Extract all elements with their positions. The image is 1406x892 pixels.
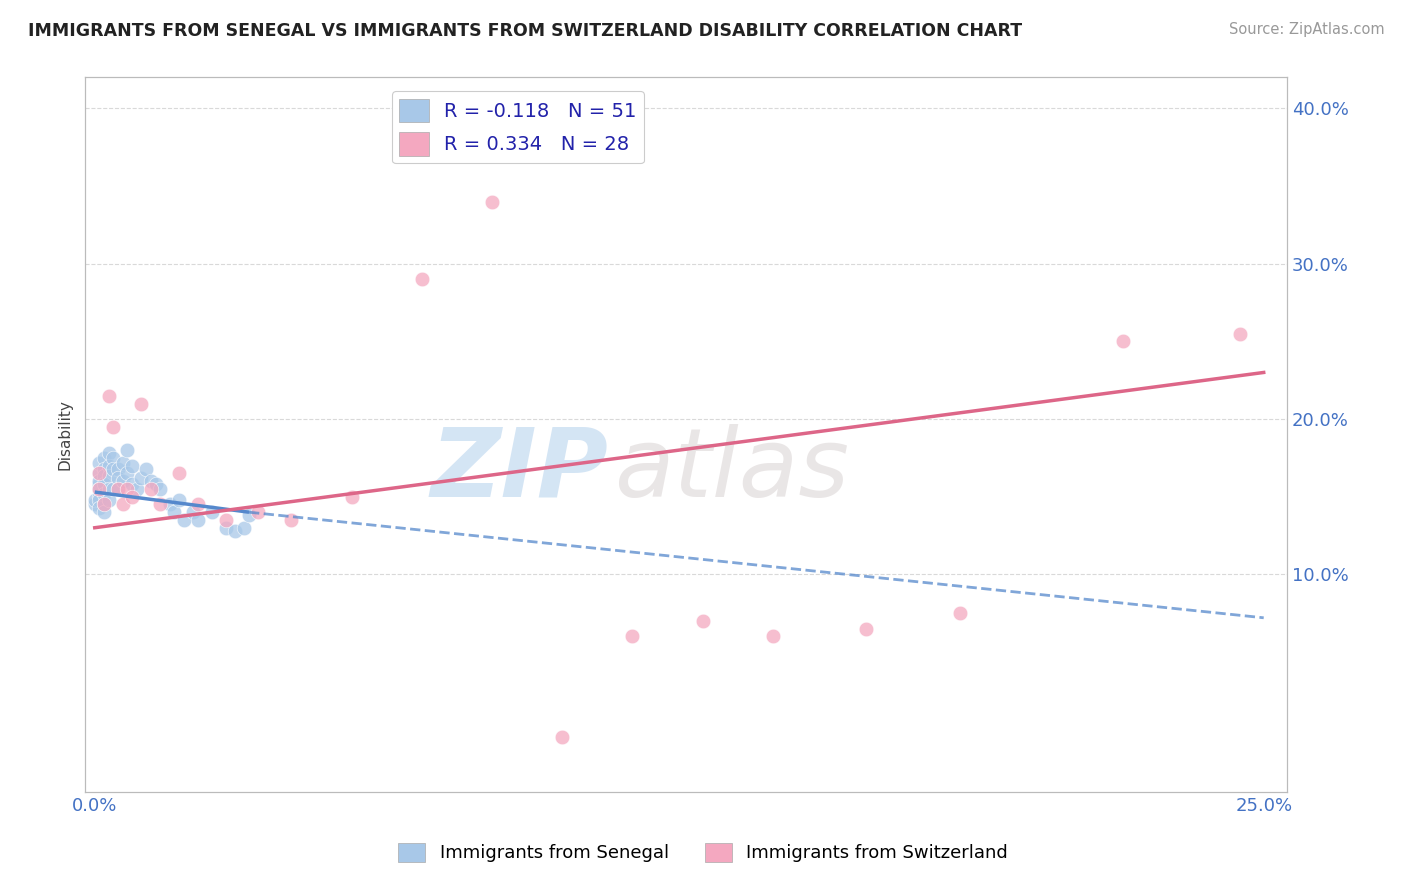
Point — [103, 450, 125, 465]
Point — [89, 467, 111, 481]
Point — [107, 482, 129, 496]
Legend: Immigrants from Senegal, Immigrants from Switzerland: Immigrants from Senegal, Immigrants from… — [391, 836, 1015, 870]
Point — [201, 505, 224, 519]
Point — [97, 482, 120, 496]
Text: Source: ZipAtlas.com: Source: ZipAtlas.com — [1229, 22, 1385, 37]
Point — [103, 461, 125, 475]
Point — [107, 482, 129, 496]
Point — [173, 513, 195, 527]
Point — [149, 498, 172, 512]
Point — [181, 505, 204, 519]
Point — [93, 498, 115, 512]
Point — [89, 492, 111, 507]
Point — [93, 486, 115, 500]
Point — [280, 513, 302, 527]
Point — [238, 508, 260, 523]
Point — [167, 492, 190, 507]
Point — [233, 521, 256, 535]
Text: atlas: atlas — [614, 424, 849, 516]
Point — [117, 467, 139, 481]
Point — [89, 474, 111, 488]
Point — [167, 467, 190, 481]
Point — [111, 456, 134, 470]
Point — [97, 458, 120, 473]
Point — [93, 505, 115, 519]
Point — [131, 396, 153, 410]
Point — [107, 461, 129, 475]
Point — [214, 513, 236, 527]
Point — [93, 469, 115, 483]
Point — [762, 629, 785, 643]
Point — [93, 450, 115, 465]
Point — [214, 521, 236, 535]
Point — [117, 443, 139, 458]
Point — [103, 419, 125, 434]
Point — [83, 498, 105, 512]
Point — [97, 389, 120, 403]
Point — [97, 446, 120, 460]
Point — [1112, 334, 1135, 349]
Point — [117, 482, 139, 496]
Point — [163, 505, 186, 519]
Point — [89, 490, 111, 504]
Point — [89, 467, 111, 481]
Point — [103, 482, 125, 496]
Point — [89, 477, 111, 491]
Point — [139, 482, 162, 496]
Point — [97, 492, 120, 507]
Point — [125, 482, 148, 496]
Point — [159, 498, 181, 512]
Point — [551, 731, 574, 745]
Point — [692, 614, 714, 628]
Point — [93, 461, 115, 475]
Point — [149, 482, 172, 496]
Point — [93, 498, 115, 512]
Point — [145, 477, 167, 491]
Point — [135, 461, 157, 475]
Point — [621, 629, 644, 643]
Point — [121, 490, 143, 504]
Point — [949, 606, 972, 620]
Y-axis label: Disability: Disability — [58, 399, 72, 470]
Point — [97, 469, 120, 483]
Point — [111, 474, 134, 488]
Point — [121, 458, 143, 473]
Point — [481, 194, 503, 209]
Point — [340, 490, 363, 504]
Point — [247, 505, 270, 519]
Point — [187, 513, 209, 527]
Point — [89, 482, 111, 496]
Point — [93, 477, 115, 491]
Point — [121, 477, 143, 491]
Text: ZIP: ZIP — [430, 424, 609, 516]
Point — [111, 498, 134, 512]
Point — [1229, 326, 1251, 341]
Point — [411, 272, 433, 286]
Point — [131, 471, 153, 485]
Point — [187, 498, 209, 512]
Point — [139, 474, 162, 488]
Point — [855, 622, 877, 636]
Point — [83, 492, 105, 507]
Legend: R = -0.118   N = 51, R = 0.334   N = 28: R = -0.118 N = 51, R = 0.334 N = 28 — [392, 91, 644, 163]
Point — [89, 500, 111, 515]
Point — [107, 471, 129, 485]
Text: IMMIGRANTS FROM SENEGAL VS IMMIGRANTS FROM SWITZERLAND DISABILITY CORRELATION CH: IMMIGRANTS FROM SENEGAL VS IMMIGRANTS FR… — [28, 22, 1022, 40]
Point — [89, 456, 111, 470]
Point — [89, 482, 111, 496]
Point — [224, 524, 246, 538]
